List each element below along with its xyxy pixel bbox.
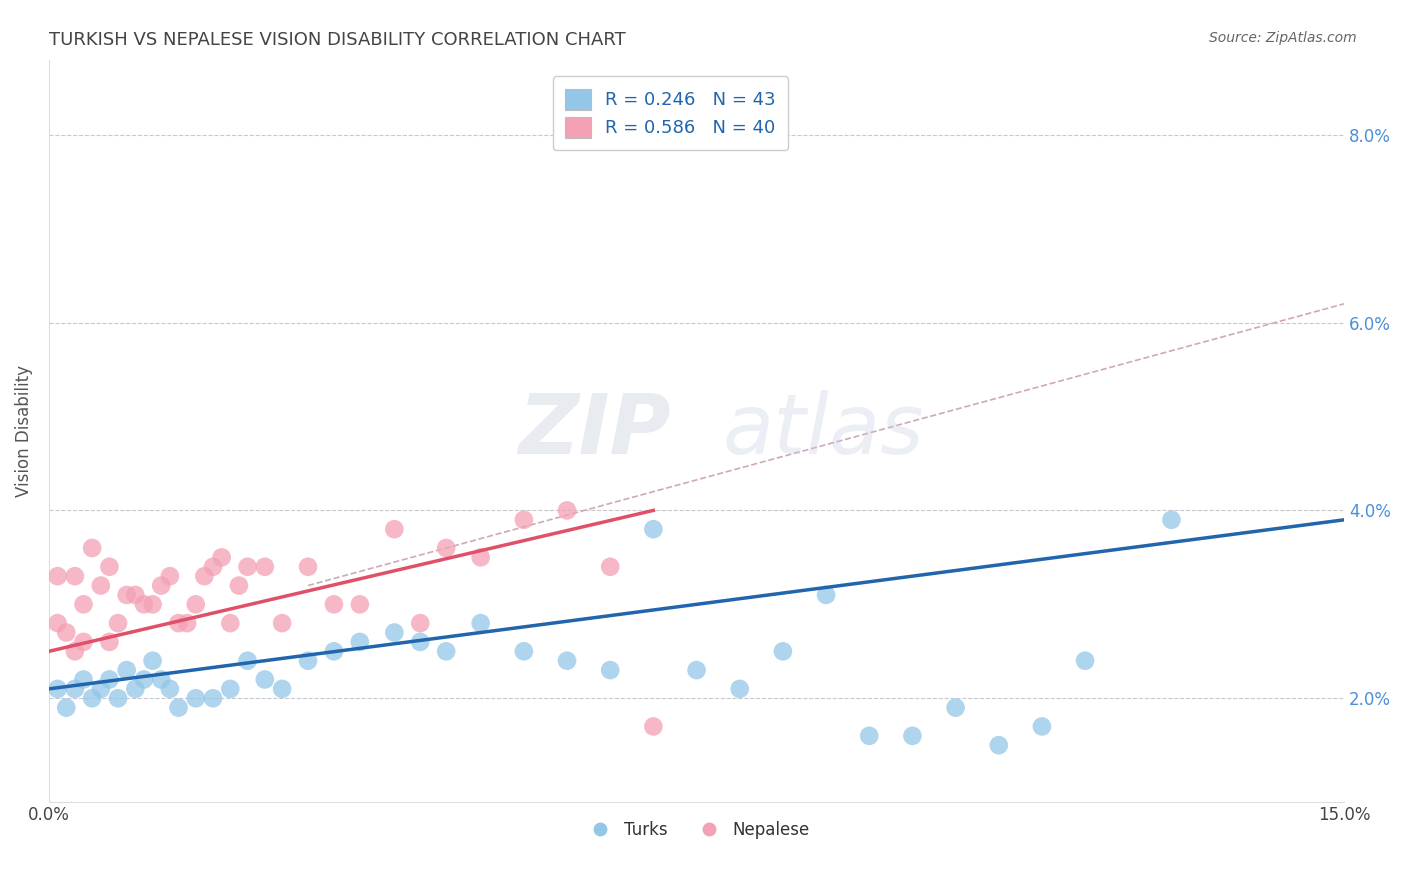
Point [555,654,578,668]
Point [219,616,242,631]
Point [184,691,207,706]
Point [322,644,344,658]
Point [176,616,198,631]
Point [63,644,86,658]
Point [434,541,457,555]
Point [253,559,276,574]
Point [193,569,215,583]
Point [271,681,294,696]
Point [349,598,371,612]
Point [1074,654,1097,668]
Point [555,503,578,517]
Point [236,654,259,668]
Point [132,598,155,612]
Point [434,644,457,658]
Point [297,559,319,574]
Y-axis label: Vision Disability: Vision Disability [15,365,32,497]
Point [382,625,405,640]
Point [124,588,146,602]
Point [72,598,94,612]
Point [115,588,138,602]
Point [1031,719,1053,733]
Point [987,738,1010,752]
Point [142,598,165,612]
Point [219,681,242,696]
Point [236,559,259,574]
Point [728,681,751,696]
Text: TURKISH VS NEPALESE VISION DISABILITY CORRELATION CHART: TURKISH VS NEPALESE VISION DISABILITY CO… [49,31,626,49]
Point [409,616,432,631]
Point [167,700,190,714]
Point [98,635,121,649]
Point [211,550,233,565]
Point [470,616,492,631]
Point [63,569,86,583]
Point [599,663,621,677]
Point [815,588,838,602]
Point [107,616,129,631]
Point [901,729,924,743]
Point [685,663,707,677]
Point [90,578,112,592]
Point [349,635,371,649]
Point [150,673,173,687]
Point [470,550,492,565]
Point [82,541,104,555]
Point [297,654,319,668]
Point [72,635,94,649]
Point [643,719,665,733]
Point [599,559,621,574]
Point [107,691,129,706]
Point [167,616,190,631]
Point [72,673,94,687]
Point [382,522,405,536]
Point [46,569,69,583]
Point [46,616,69,631]
Legend: Turks, Nepalese: Turks, Nepalese [576,814,815,846]
Point [98,559,121,574]
Point [142,654,165,668]
Point [858,729,880,743]
Point [46,681,69,696]
Point [513,644,536,658]
Point [90,681,112,696]
Point [63,681,86,696]
Point [1160,513,1182,527]
Point [271,616,294,631]
Point [159,681,181,696]
Point [184,598,207,612]
Point [945,700,967,714]
Point [124,681,146,696]
Point [82,691,104,706]
Point [202,559,225,574]
Text: ZIP: ZIP [517,390,671,471]
Point [202,691,225,706]
Point [253,673,276,687]
Point [55,700,77,714]
Point [159,569,181,583]
Text: atlas: atlas [723,390,924,471]
Point [55,625,77,640]
Point [322,598,344,612]
Point [772,644,794,658]
Point [513,513,536,527]
Point [132,673,155,687]
Text: Source: ZipAtlas.com: Source: ZipAtlas.com [1209,31,1357,45]
Point [228,578,250,592]
Point [150,578,173,592]
Point [643,522,665,536]
Point [98,673,121,687]
Point [115,663,138,677]
Point [409,635,432,649]
